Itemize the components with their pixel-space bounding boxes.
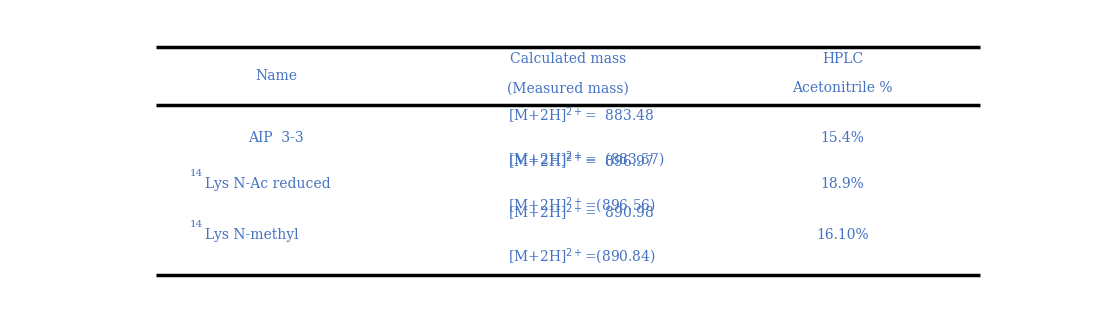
Text: 18.9%: 18.9% xyxy=(821,177,864,191)
Text: [M+2H]$^{2+}$=  890.98: [M+2H]$^{2+}$= 890.98 xyxy=(507,203,654,223)
Text: (Measured mass): (Measured mass) xyxy=(507,81,628,95)
Text: AIP  3-3: AIP 3-3 xyxy=(248,131,304,145)
Text: Lys N-Ac reduced: Lys N-Ac reduced xyxy=(205,177,331,191)
Text: [M+2H]$^{2+}$=(890.84): [M+2H]$^{2+}$=(890.84) xyxy=(507,246,655,267)
Text: [M+2H]$^{2+}$=(896.56): [M+2H]$^{2+}$=(896.56) xyxy=(507,196,656,216)
Text: Calculated mass: Calculated mass xyxy=(510,52,626,67)
Text: Acetonitrile %: Acetonitrile % xyxy=(792,81,893,95)
Text: [M+2H]$^{2+}$=  883.48: [M+2H]$^{2+}$= 883.48 xyxy=(507,106,654,127)
Text: 14: 14 xyxy=(191,169,203,178)
Text: [M+2H]$^{2+}$=  (883.57): [M+2H]$^{2+}$= (883.57) xyxy=(507,150,665,170)
Text: Lys N-methyl: Lys N-methyl xyxy=(205,228,299,242)
Text: HPLC: HPLC xyxy=(822,52,863,67)
Text: Name: Name xyxy=(255,69,297,83)
Text: 15.4%: 15.4% xyxy=(821,131,864,145)
Text: 16.10%: 16.10% xyxy=(817,228,869,242)
Text: [M+2H]$^{2+}$=  896.97: [M+2H]$^{2+}$= 896.97 xyxy=(507,152,654,172)
Text: 14: 14 xyxy=(191,220,203,229)
